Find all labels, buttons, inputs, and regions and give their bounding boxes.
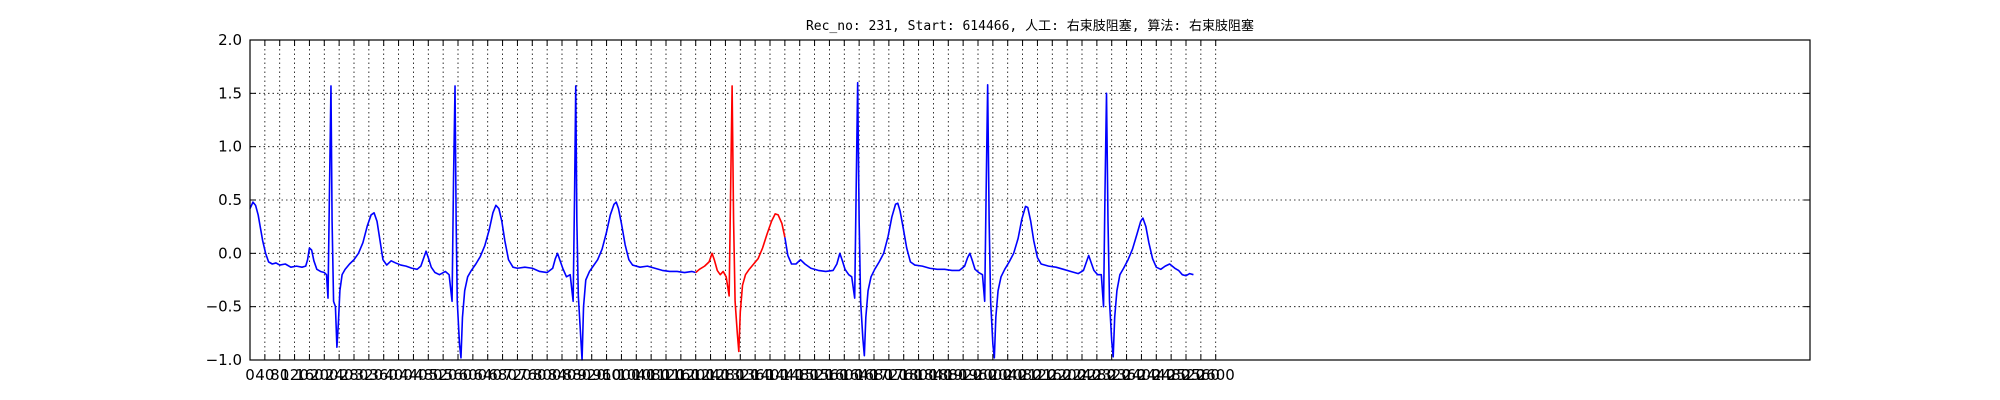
x-tick-label: 1000 (602, 366, 640, 384)
x-tick-label: 1600 (825, 366, 863, 384)
ecg-signal-line (249, 85, 696, 361)
x-tick-label: 2440 (1137, 366, 1175, 384)
x-tick-label: 1760 (885, 366, 923, 384)
x-tick-label: 1120 (647, 366, 685, 384)
x-tick-label: 240 (325, 366, 354, 384)
x-tick-label: 2520 (1167, 366, 1205, 384)
x-tick-label: 400 (384, 366, 413, 384)
x-tick-label: 480 (414, 366, 443, 384)
x-tick-label: 1240 (691, 366, 729, 384)
x-tick-label: 2480 (1152, 366, 1190, 384)
y-tick-label: −1.0 (206, 351, 242, 369)
x-tick-label: 600 (459, 366, 488, 384)
x-tick-label: 1040 (617, 366, 655, 384)
x-tick-label: 360 (369, 366, 398, 384)
x-tick-label: 1840 (914, 366, 952, 384)
x-tick-label: 440 (399, 366, 428, 384)
x-tick-label: 2600 (1197, 366, 1235, 384)
x-tick-label: 280 (340, 366, 369, 384)
x-tick-label: 760 (518, 366, 547, 384)
x-tick-label: 200 (310, 366, 339, 384)
x-tick-label: 800 (533, 366, 562, 384)
x-tick-label: 1640 (840, 366, 878, 384)
x-tick-label: 920 (577, 366, 606, 384)
x-tick-label: 1800 (899, 366, 937, 384)
x-tick-label: 720 (503, 366, 532, 384)
x-tick-label: 320 (355, 366, 384, 384)
x-tick-label: 2080 (1003, 366, 1041, 384)
x-tick-label: 1480 (781, 366, 819, 384)
x-tick-label: 2360 (1107, 366, 1145, 384)
x-tick-label: 520 (429, 366, 458, 384)
x-tick-label: 1720 (870, 366, 908, 384)
x-tick-label: 2560 (1182, 366, 1220, 384)
x-tick-label: 880 (563, 366, 592, 384)
ecg-highlight-segment (695, 85, 786, 353)
x-tick-label: 120 (280, 366, 309, 384)
y-tick-label: 0.0 (218, 244, 242, 262)
x-tick-label: 1360 (736, 366, 774, 384)
x-tick-label: 2400 (1122, 366, 1160, 384)
x-tick-label: 1680 (855, 366, 893, 384)
x-tick-label: 1080 (632, 366, 670, 384)
signal-layer (249, 81, 1194, 361)
x-tick-label: 2160 (1033, 366, 1071, 384)
x-tick-label: 1520 (795, 366, 833, 384)
grid-lines (249, 39, 1810, 361)
y-tick-label: 1.0 (218, 138, 242, 156)
x-tick-label: 2280 (1078, 366, 1116, 384)
x-tick-label: 1320 (721, 366, 759, 384)
x-tick-label: 1560 (810, 366, 848, 384)
x-tick-label: 640 (473, 366, 502, 384)
x-tick-label: 2320 (1093, 366, 1131, 384)
x-tick-label: 2200 (1048, 366, 1086, 384)
x-tick-label: 1920 (944, 366, 982, 384)
x-tick-label: 2000 (974, 366, 1012, 384)
x-tick-label: 1440 (766, 366, 804, 384)
x-tick-label: 40 (255, 366, 274, 384)
x-tick-label: 840 (548, 366, 577, 384)
x-tick-label: 160 (295, 366, 324, 384)
x-tick-label: 680 (488, 366, 517, 384)
x-tick-label: 2240 (1063, 366, 1101, 384)
y-tick-label: −0.5 (206, 298, 242, 316)
x-tick-label: 2040 (989, 366, 1027, 384)
y-tick-label: 2.0 (218, 31, 242, 49)
chart-title: Rec_no: 231, Start: 614466, 人工: 右束肢阻塞, 算… (806, 18, 1254, 34)
y-tick-label: 1.5 (218, 84, 242, 102)
x-tick-label: 2120 (1018, 366, 1056, 384)
x-tick-label: 1200 (677, 366, 715, 384)
tick-layer: 0 408012016020024028032036040044048052056… (206, 31, 1810, 384)
ecg-signal-line (784, 81, 1194, 359)
x-tick-label: 1160 (662, 366, 700, 384)
x-tick-label: 1280 (706, 366, 744, 384)
x-tick-label: 0 (245, 366, 255, 384)
x-tick-label: 560 (444, 366, 473, 384)
x-tick-label: 1960 (959, 366, 997, 384)
x-tick-label: 960 (592, 366, 621, 384)
x-tick-label: 1400 (751, 366, 789, 384)
y-tick-label: 0.5 (218, 191, 242, 209)
x-tick-label: 1880 (929, 366, 967, 384)
x-tick-label: 80 (270, 366, 289, 384)
